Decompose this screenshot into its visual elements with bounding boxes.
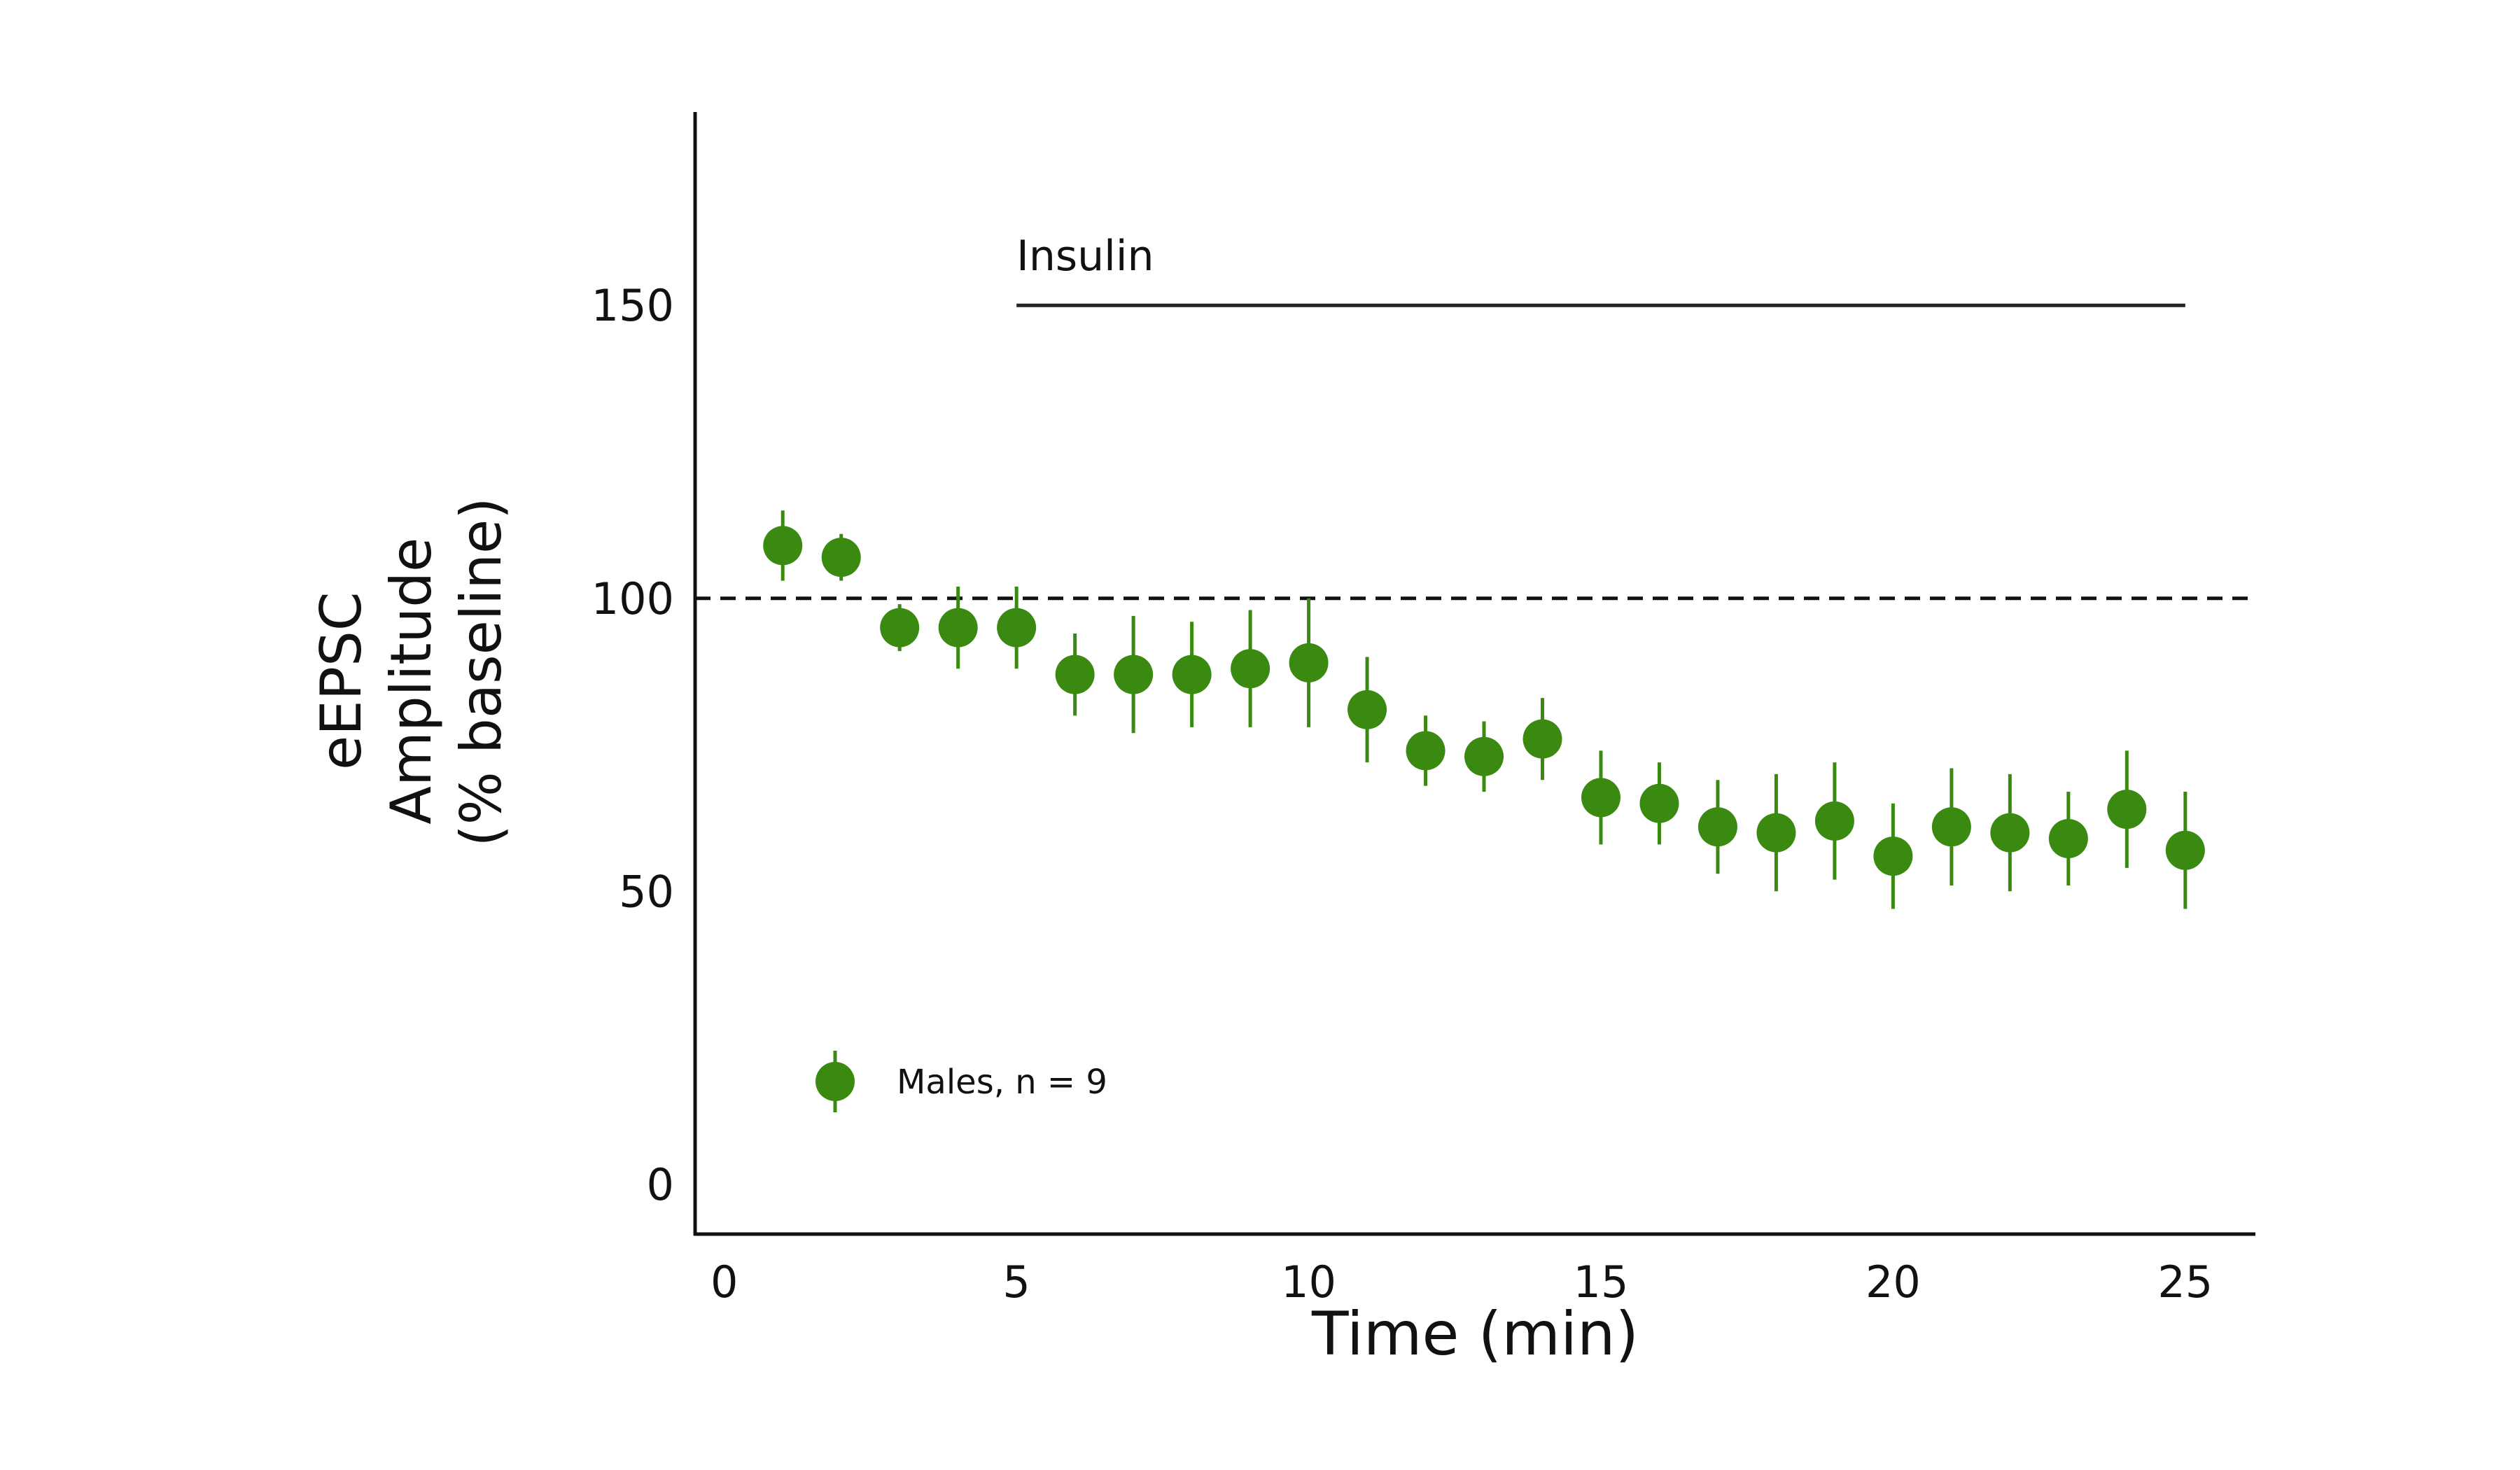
data-point [1231, 649, 1270, 689]
data-point [1639, 783, 1679, 823]
data-point [1522, 719, 1562, 759]
data-point [2165, 830, 2205, 870]
x-tick-label: 0 [710, 1256, 738, 1308]
y-axis-title-line: (% baseline) [449, 498, 514, 847]
x-tick-label: 10 [1281, 1256, 1336, 1308]
y-axis-title-line: eEPSC [309, 592, 374, 770]
x-tick-label: 20 [1865, 1256, 1921, 1308]
legend: Males, n = 9 [816, 1051, 1107, 1112]
y-tick-label: 50 [619, 866, 674, 917]
legend-marker [816, 1062, 855, 1101]
y-tick-label: 0 [647, 1159, 674, 1210]
data-point [997, 608, 1037, 648]
y-tick-label: 100 [592, 573, 674, 624]
data-point [1406, 731, 1446, 771]
data-point [1931, 807, 1971, 847]
x-tick-label: 5 [1002, 1256, 1030, 1308]
data-point [1464, 736, 1504, 776]
data-point [938, 608, 978, 648]
data-point [1990, 813, 2030, 853]
data-point [1581, 778, 1620, 818]
data-point [1873, 836, 1913, 876]
data-point [2048, 818, 2088, 858]
data-point [1055, 654, 1095, 694]
data-point [1172, 654, 1212, 694]
x-tick-label: 15 [1574, 1256, 1629, 1308]
data-point [1698, 807, 1737, 847]
data-point [821, 538, 861, 578]
data-point [1289, 643, 1329, 682]
data-point [763, 526, 803, 566]
data-point [1814, 801, 1854, 841]
tick-labels-layer: 0 5 10 15 20 25 0 50 100 150 [592, 280, 2213, 1308]
data-point [1756, 813, 1796, 853]
y-axis-title-line: Amplitude [379, 538, 444, 825]
data-layer [763, 510, 2205, 909]
data-point [880, 608, 920, 648]
x-tick-label: 25 [2157, 1256, 2213, 1308]
axes-layer [693, 112, 2255, 1236]
insulin-label: Insulin [1016, 232, 1154, 281]
annotation-layer: Insulin [1016, 232, 2185, 307]
data-point [1348, 690, 1387, 729]
data-point [1114, 654, 1154, 694]
x-axis-title: Time (min) [1311, 1299, 1639, 1369]
data-point [2107, 790, 2147, 830]
legend-label: Males, n = 9 [897, 1063, 1107, 1102]
y-axis-title: eEPSC Amplitude (% baseline) [309, 498, 514, 847]
y-tick-label: 150 [592, 280, 674, 331]
